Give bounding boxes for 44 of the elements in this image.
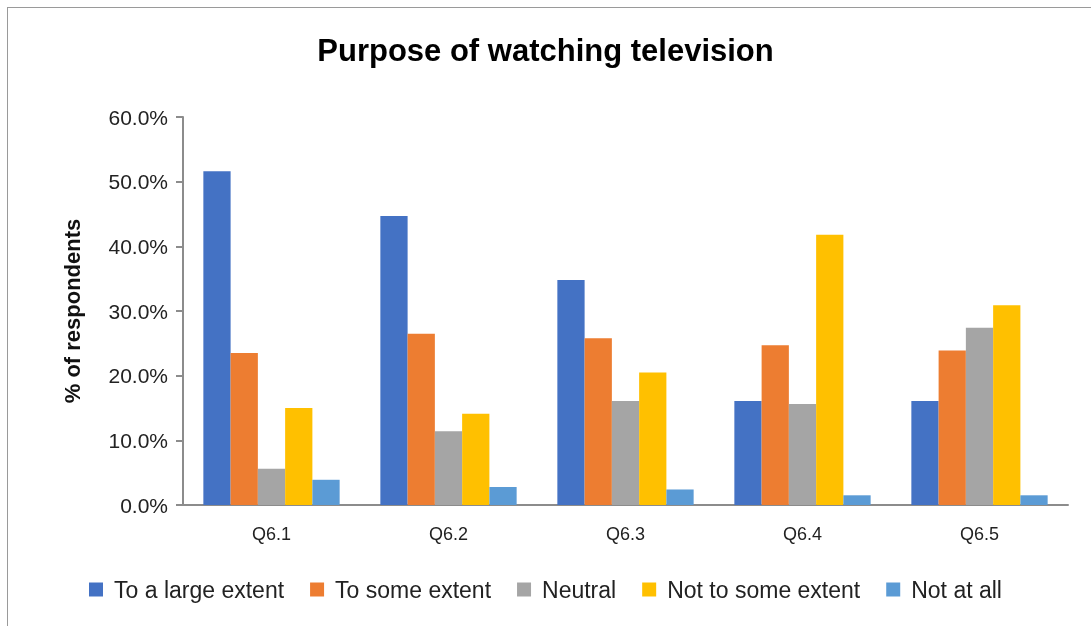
x-tick-label: Q6.4 <box>782 524 823 544</box>
legend-label: Neutral <box>542 576 617 603</box>
legend-label: Not to some extent <box>667 576 861 603</box>
bar <box>584 338 612 505</box>
x-tick-label: Q6.2 <box>428 524 469 544</box>
y-tick-label: 40.0% <box>108 234 168 258</box>
bar <box>666 489 694 505</box>
bar <box>611 400 640 505</box>
y-tick-label: 0.0% <box>120 493 168 517</box>
bar <box>788 404 817 505</box>
x-tick-label: Q6.1 <box>251 524 292 544</box>
bar <box>407 333 435 505</box>
bar <box>965 327 994 505</box>
legend-label: To a large extent <box>114 576 285 603</box>
bar <box>434 431 463 505</box>
x-tick-label: Q6.5 <box>959 524 1000 544</box>
bar <box>462 413 490 505</box>
y-axis-title: % of respondents <box>59 218 85 404</box>
x-tick-label: Q6.3 <box>605 524 646 544</box>
bar <box>843 495 871 505</box>
y-tick-label: 20.0% <box>108 364 168 388</box>
bar <box>911 400 939 505</box>
bar <box>203 171 231 505</box>
chart-title: Purpose of watching television <box>317 33 774 68</box>
bar <box>312 479 340 505</box>
legend-label: Not at all <box>911 576 1002 603</box>
bar <box>993 305 1021 505</box>
bar <box>489 486 517 505</box>
bar <box>1020 495 1048 505</box>
bar <box>257 468 286 505</box>
y-tick-label: 50.0% <box>108 170 168 194</box>
bar <box>761 345 789 505</box>
bar <box>734 400 762 505</box>
y-tick-label: 60.0% <box>108 105 168 129</box>
bar <box>938 350 966 505</box>
bar <box>380 215 408 505</box>
bar <box>230 353 258 505</box>
legend-label: To some extent <box>335 576 492 603</box>
bar <box>285 408 313 505</box>
y-tick-label: 10.0% <box>108 428 168 452</box>
bar <box>557 279 585 505</box>
bar <box>816 234 844 505</box>
y-tick-label: 30.0% <box>108 299 168 323</box>
bar <box>639 372 667 505</box>
